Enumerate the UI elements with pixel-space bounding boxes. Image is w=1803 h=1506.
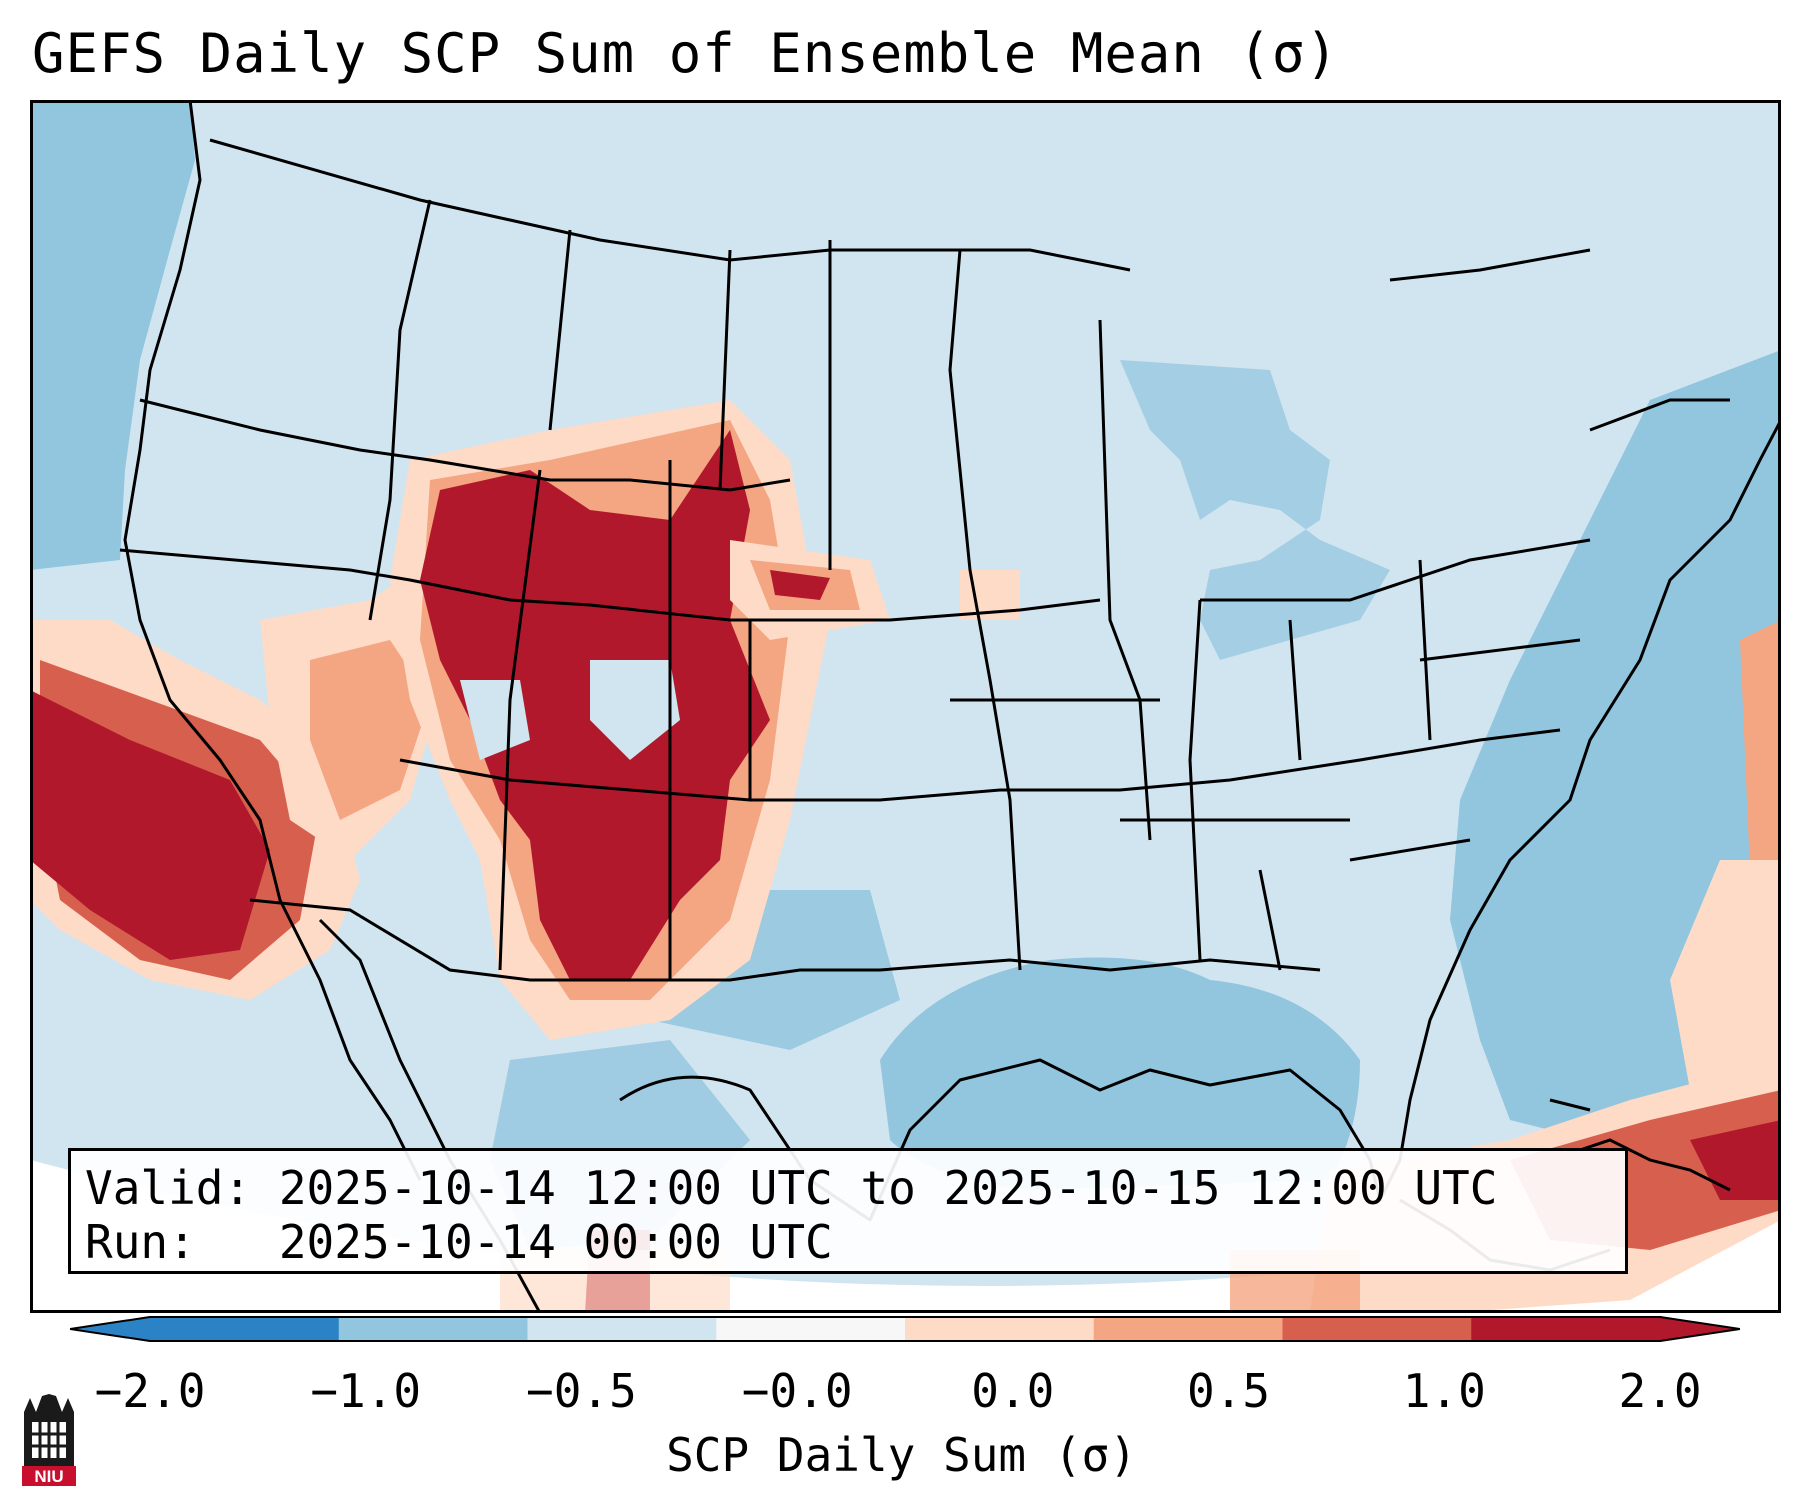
colorbar-tick-label: −2.0 (94, 1364, 206, 1418)
colorbar-cell (150, 1316, 340, 1342)
colorbar-tick-label: 0.5 (1187, 1364, 1271, 1418)
colorbar-tick-label: −0.0 (741, 1364, 853, 1418)
valid-time-text: Valid: 2025-10-14 12:00 UTC to 2025-10-1… (85, 1161, 1498, 1215)
colorbar-extend-low (70, 1316, 150, 1342)
core-gap-1 (590, 660, 680, 760)
map-panel[interactable] (30, 100, 1781, 1313)
atlantic-east-light (1670, 860, 1781, 1090)
great-lakes (1120, 360, 1390, 660)
map-border (30, 100, 1781, 1313)
colorbar-cell (527, 1316, 717, 1342)
colorbar-tick-label: −1.0 (310, 1364, 422, 1418)
niu-logo-text: NIU (34, 1467, 63, 1486)
map-svg (30, 100, 1781, 1313)
colorbar-extend-high (1660, 1316, 1740, 1342)
colorbar-cell (338, 1316, 528, 1342)
iowa-light (960, 570, 1020, 620)
pacific-ocean (30, 100, 195, 570)
chart-title: GEFS Daily SCP Sum of Ensemble Mean (σ) (32, 22, 1339, 85)
colorbar-tick-label: 1.0 (1402, 1364, 1486, 1418)
basin-high-mid (310, 640, 430, 820)
islands (1549, 1098, 1731, 1192)
core-gap-2 (460, 680, 530, 760)
colorbar-tick-label: 0.0 (971, 1364, 1055, 1418)
colorbar (70, 1316, 1740, 1342)
colorbar-tick-label: −0.5 (526, 1364, 637, 1418)
state-borders (119, 138, 1730, 982)
colorbar-cell (716, 1316, 906, 1342)
valid-time-box: Valid: 2025-10-14 12:00 UTC to 2025-10-1… (68, 1148, 1628, 1274)
colorbar-cell (1093, 1316, 1283, 1342)
colorbar-cell (905, 1316, 1095, 1342)
california-high-core (30, 690, 270, 960)
colorbar-tick-label: 2.0 (1618, 1364, 1702, 1418)
pacific-ocean-south (30, 1000, 70, 1150)
colorbar-cell (1471, 1316, 1661, 1342)
plains-high-core (770, 570, 830, 600)
colorbar-cell (1282, 1316, 1472, 1342)
run-time-text: Run: 2025-10-14 00:00 UTC (85, 1215, 833, 1269)
colorbar-label: SCP Daily Sum (σ) (666, 1428, 1137, 1482)
gulf-of-mexico (880, 957, 1360, 1190)
niu-logo: NIU (22, 1394, 76, 1486)
atlantic-east-high (1740, 620, 1781, 880)
